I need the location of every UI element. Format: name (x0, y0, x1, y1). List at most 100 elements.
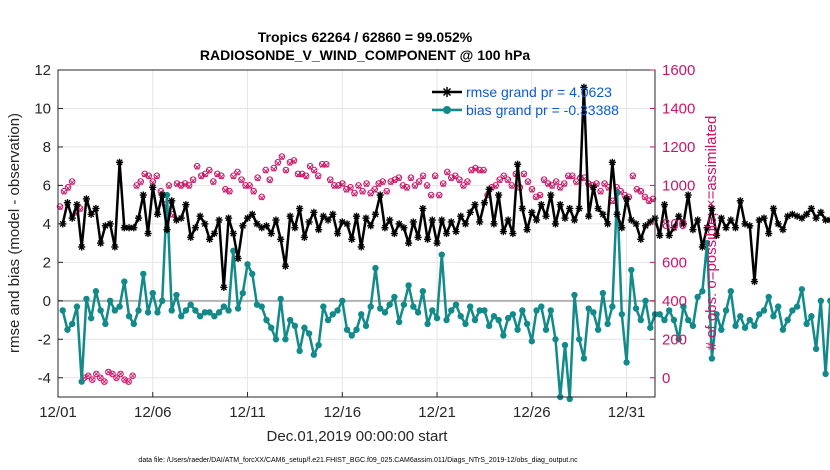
rmse-point (722, 224, 730, 232)
rmse-point (215, 216, 223, 224)
obs-assimilated-point (372, 187, 378, 193)
bias-point (130, 320, 138, 328)
bias-point (609, 303, 616, 310)
rmse-point (622, 195, 631, 203)
bias-point (310, 351, 318, 358)
bias-point (149, 289, 156, 297)
left-tick-label: -2 (38, 331, 51, 348)
bias-point (623, 359, 630, 366)
rmse-point (262, 222, 271, 230)
bias-point (121, 278, 128, 285)
rmse-point (594, 204, 602, 213)
bias-point (125, 313, 133, 320)
obs-assimilated-point (351, 191, 358, 197)
rmse-point (604, 220, 612, 228)
legend: rmse grand pr = 4.0623 bias grand pr = -… (432, 84, 619, 118)
bias-point (291, 322, 299, 330)
obs-assimilated-point (408, 176, 414, 182)
rmse-point (637, 235, 645, 243)
obs-possible-point (105, 368, 112, 376)
right-tick-label: 0 (662, 370, 670, 387)
rmse-point (97, 239, 105, 247)
rmse-point (405, 239, 413, 247)
rmse-point (191, 224, 200, 232)
bias-point (244, 261, 251, 268)
rmse-point (300, 233, 308, 241)
obs-possible-point (536, 191, 544, 199)
x-axis-label: Dec.01,2019 00:00:00 start (267, 428, 449, 445)
bias-point (391, 293, 398, 301)
bias-point (177, 313, 185, 320)
obs-assimilated-point (295, 172, 301, 178)
right-y-axis: 1600 1400 1200 1000 800 600 400 200 0 (650, 62, 695, 387)
bias-point (542, 326, 550, 333)
bias-point (760, 307, 768, 314)
obs-possible-point (379, 178, 387, 185)
bias-point (533, 307, 540, 314)
bias-point (87, 314, 95, 322)
obs-possible-point (504, 176, 512, 183)
obs-assimilated-point (146, 174, 152, 180)
obs-possible-point (254, 174, 261, 182)
bias-point (419, 288, 427, 295)
obs-assimilated-point (327, 178, 333, 184)
bias-point (225, 307, 232, 314)
obs-assimilated-point (630, 174, 636, 180)
rmse-point (409, 218, 417, 226)
rmse-point (547, 191, 555, 199)
bias-point (362, 322, 370, 330)
obs-assimilated-point (267, 178, 273, 184)
bias-point (618, 311, 626, 318)
obs-assimilated-point (650, 197, 656, 203)
obs-possible-point (464, 178, 471, 185)
bias-point (159, 297, 166, 305)
obs-assimilated-point (251, 189, 257, 195)
rmse-point (712, 231, 721, 240)
obs-possible-point (456, 176, 463, 183)
right-tick-label: 200 (662, 331, 687, 348)
bias-point (220, 303, 228, 310)
obs-assimilated-point (247, 183, 253, 189)
right-tick-label: 1600 (662, 62, 695, 79)
bias-point (675, 336, 682, 343)
x-tick-label: 12/06 (134, 404, 172, 421)
obs-possible-point (278, 153, 286, 160)
bias-point (817, 297, 825, 305)
bias-point (599, 289, 607, 297)
obs-assimilated-point (226, 189, 232, 195)
bias-point (471, 316, 479, 324)
obs-possible-point (593, 180, 600, 187)
rmse-point (196, 212, 204, 220)
rmse-point (452, 227, 460, 236)
rmse-point (528, 208, 536, 216)
series-layer (59, 83, 830, 403)
left-tick-label: 6 (43, 177, 51, 194)
obs-possible-point (395, 174, 403, 182)
bias-point (367, 303, 374, 310)
obs-possible-point (210, 178, 217, 185)
legend-bias-marker (443, 106, 451, 114)
rmse-point (746, 222, 754, 230)
rmse-point (760, 214, 768, 222)
obs-possible-point (193, 162, 201, 170)
rmse-point (765, 229, 773, 238)
obs-possible-point (431, 172, 439, 180)
obs-assimilated-point (339, 181, 345, 187)
rmse-point (675, 212, 683, 220)
bias-point (561, 341, 569, 349)
obs-possible-point (423, 182, 431, 189)
rmse-point (229, 229, 237, 238)
bias-point (386, 301, 393, 308)
bias-point (106, 297, 114, 305)
rmse-point (106, 220, 114, 228)
bias-point (395, 318, 403, 326)
rmse-point (78, 243, 86, 251)
rmse-point (476, 218, 484, 226)
obs-assimilated-point (190, 178, 196, 184)
obs-assimilated-point (210, 180, 216, 186)
bias-point (154, 309, 161, 316)
rmse-point (343, 220, 351, 228)
rmse-point (513, 160, 522, 168)
obs-assimilated-point (283, 168, 289, 174)
bias-point (301, 324, 308, 331)
